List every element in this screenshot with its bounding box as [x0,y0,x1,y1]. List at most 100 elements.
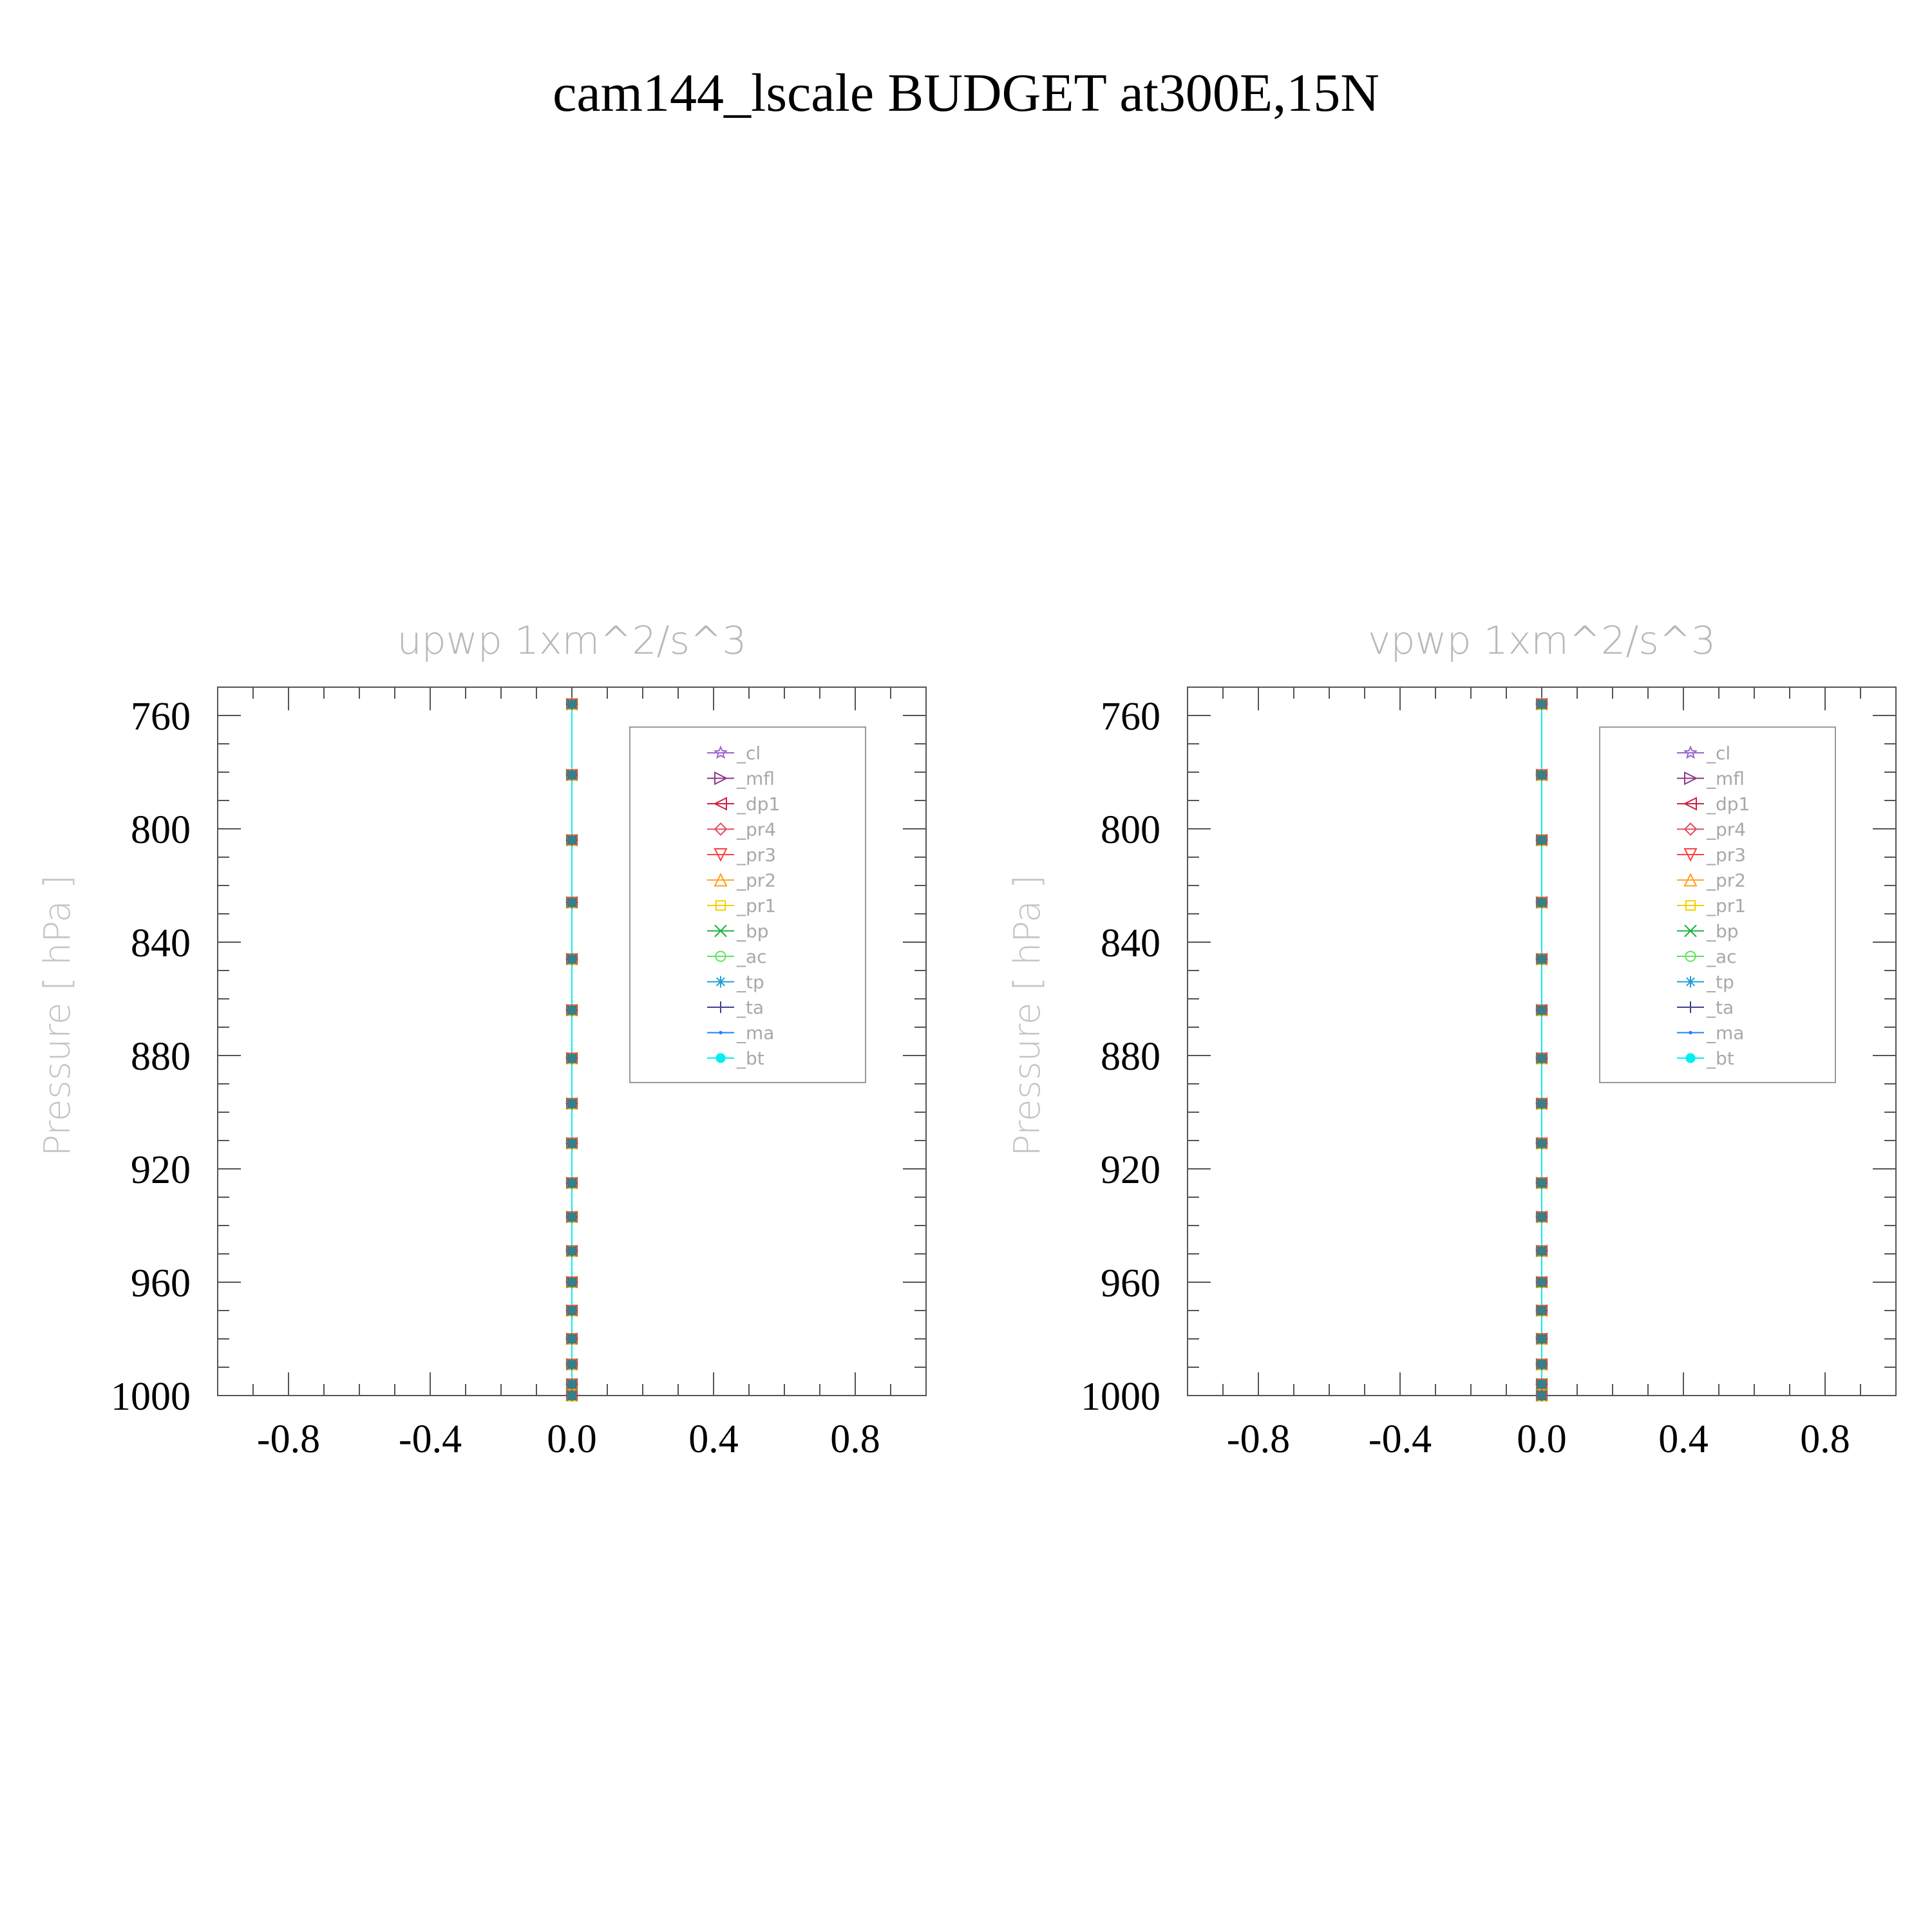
left-legend-marker_pr2 [714,873,728,887]
left-overlap-marker [567,1278,576,1287]
left-x-tick-label: 0.8 [830,1417,880,1461]
right-x-tick-label: -0.8 [1227,1417,1290,1461]
right-y-axis-label: Pressure [ hPa ] [1007,875,1048,1156]
left-y-tick-label: 960 [131,1262,191,1305]
left-legend-label_ac: _ac [736,946,767,967]
left-overlap-marker [567,1359,576,1369]
right-overlap-marker [1537,835,1546,845]
right-legend-label_cl: _cl [1706,743,1730,764]
right-legend-label_dp1: _dp1 [1706,793,1750,815]
right-legend-marker_bp [1684,924,1697,938]
figure-title: cam144_lscale BUDGET at300E,15N [553,63,1379,123]
left-panel: upwp 1xm^2/s^3 Pressure [ hPa ] -0.8 -0.4 0.… [37,618,927,1461]
right-legend-label_pr3: _pr3 [1706,844,1746,866]
right-overlap-marker [1537,1359,1546,1369]
left-legend-marker_pr3 [714,848,728,862]
left-overlap-marker [567,1379,576,1389]
right-legend: _cl _mfl _dp1 _pr4 _pr3 _pr2 _pr1 _bp _ac _tp _ta _… [1599,726,1836,1083]
left-legend-label_mfl: _mfl [736,768,775,790]
right-panel-title: vpwp 1xm^2/s^3 [1368,618,1716,663]
left-x-tick-label: 0.0 [547,1417,597,1461]
left-x-tick-label: 0.4 [688,1417,739,1461]
left-overlap-marker [567,1099,576,1108]
right-legend-label_mfl: _mfl [1706,768,1745,790]
left-legend: _cl _mfl _dp1 _pr4 _pr3 _pr2 _pr1 _bp _ac _tp _ta _… [629,726,866,1083]
right-overlap-marker [1537,1179,1546,1188]
left-legend-label_bt: _bt [736,1048,764,1069]
left-y-axis-label: Pressure [ hPa ] [37,875,79,1156]
left-overlap-marker [567,1179,576,1188]
right-overlap-marker [1537,1246,1546,1256]
right-legend-marker_pr2 [1683,873,1698,887]
left-legend-label_ta: _ta [736,997,764,1018]
left-legend-label_pr3: _pr3 [736,844,776,866]
left-overlap-marker [567,835,576,845]
left-overlap-marker [567,1139,576,1148]
left-legend-label_ma: _ma [736,1023,774,1044]
right-legend-marker_pr4 [1683,822,1698,836]
left-overlap-marker [567,1306,576,1315]
right-y-tick-label: 960 [1101,1262,1160,1305]
left-legend-label_bp: _bp [736,921,769,942]
right-legend-marker_bt [1685,1053,1696,1063]
right-overlap-marker [1537,770,1546,780]
right-legend-marker_pr1 [1685,900,1696,911]
right-legend-marker_ta [1685,1001,1696,1013]
right-y-tick-label: 800 [1101,808,1160,852]
chart-panels: upwp 1xm^2/s^3 Pressure [ hPa ] -0.8 -0.4 0.… [37,618,1897,1461]
right-x-tick-label: 0.4 [1658,1417,1709,1461]
right-overlap-marker [1537,1005,1546,1015]
right-overlap-marker [1537,699,1546,709]
right-y-tick-label: 760 [1101,695,1160,739]
left-overlap-marker [567,1246,576,1256]
right-legend-label_ma: _ma [1706,1023,1744,1044]
right-legend-marker_tp [1685,976,1696,988]
left-legend-marker_pr4 [714,822,728,836]
right-panel: vpwp 1xm^2/s^3 Pressure [ hPa ] -0.8 -0.4 0.… [1007,618,1897,1461]
right-legend-label_pr4: _pr4 [1706,819,1746,840]
left-legend-marker_cl [713,745,728,759]
left-overlap-marker [567,1212,576,1222]
right-overlap-marker [1537,1099,1546,1108]
right-legend-marker_dp1 [1683,797,1697,811]
right-legend-label_ta: _ta [1706,997,1734,1018]
left-legend-label_pr2: _pr2 [736,870,776,891]
left-overlap-marker [567,898,576,907]
right-overlap-marker [1537,1054,1546,1063]
left-x-tick-label: -0.4 [399,1417,462,1461]
right-legend-marker_ma [1689,1030,1692,1035]
left-legend-marker_ac [715,951,726,962]
left-legend-marker_bp [714,924,727,938]
left-legend-label_pr1: _pr1 [736,895,776,916]
right-legend-marker_mfl [1684,771,1698,786]
right-legend-label_bp: _bp [1706,921,1739,942]
right-overlap-marker [1537,1334,1546,1343]
left-legend-marker_pr1 [715,900,726,911]
left-y-tick-label: 880 [131,1035,191,1079]
left-legend-label_dp1: _dp1 [736,793,780,815]
right-legend-label_ac: _ac [1706,946,1737,967]
left-y-tick-label: 920 [131,1148,191,1192]
right-legend-label_bt: _bt [1706,1048,1734,1069]
right-y-tick-label: 840 [1101,922,1160,965]
right-overlap-marker [1537,1212,1546,1222]
right-overlap-marker [1537,1379,1546,1389]
right-overlap-marker [1537,1306,1546,1315]
right-legend-box [1599,726,1836,1083]
left-legend-marker_ma [719,1030,723,1035]
right-legend-marker_pr3 [1683,848,1698,862]
right-x-tick-label: 0.8 [1800,1417,1850,1461]
left-overlap-marker [567,954,576,964]
left-legend-marker_dp1 [713,797,727,811]
left-legend-marker_ta [715,1001,726,1013]
right-legend-marker_cl [1683,745,1698,759]
left-overlap-marker [567,1391,576,1400]
left-y-tick-label: 760 [131,695,191,739]
right-overlap-marker [1537,1139,1546,1148]
right-overlap-marker [1537,954,1546,964]
left-y-tick-label: 1000 [111,1375,191,1419]
right-overlap-marker [1537,1391,1546,1400]
right-y-tick-label: 1000 [1081,1375,1160,1419]
left-overlap-marker [567,770,576,780]
left-legend-marker_tp [715,976,726,988]
